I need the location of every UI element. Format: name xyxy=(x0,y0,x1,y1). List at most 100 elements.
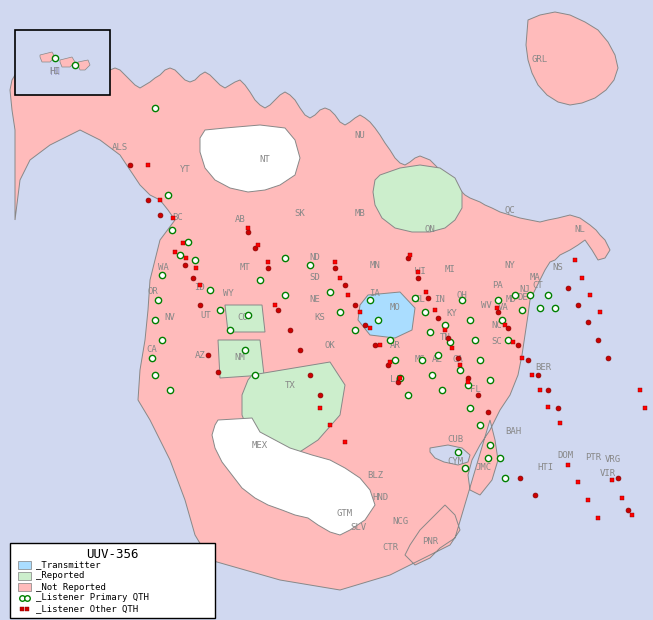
Polygon shape xyxy=(10,62,610,590)
Text: GRL: GRL xyxy=(532,56,548,64)
Text: OK: OK xyxy=(325,340,336,350)
Text: CA: CA xyxy=(147,345,157,355)
Text: IN: IN xyxy=(435,296,445,304)
Text: NJ: NJ xyxy=(520,285,530,294)
Text: LA: LA xyxy=(390,376,400,384)
Text: MS: MS xyxy=(415,355,425,365)
Text: YT: YT xyxy=(180,166,191,174)
Text: ALS: ALS xyxy=(112,143,128,153)
Text: BLZ: BLZ xyxy=(367,471,383,479)
Text: MN: MN xyxy=(370,260,381,270)
Polygon shape xyxy=(60,57,75,67)
Text: SD: SD xyxy=(310,273,321,283)
Polygon shape xyxy=(430,445,470,465)
Text: NV: NV xyxy=(165,314,176,322)
Text: PA: PA xyxy=(492,280,503,290)
Text: PTR: PTR xyxy=(585,453,601,463)
Polygon shape xyxy=(225,305,265,332)
Text: ON: ON xyxy=(424,226,436,234)
Text: _Transmitter: _Transmitter xyxy=(36,560,101,570)
Polygon shape xyxy=(526,12,618,105)
Text: WI: WI xyxy=(415,267,425,277)
Text: BER: BER xyxy=(535,363,551,373)
Text: CYM: CYM xyxy=(447,458,463,466)
Text: SC: SC xyxy=(492,337,502,347)
Text: MT: MT xyxy=(240,262,250,272)
Polygon shape xyxy=(242,362,345,455)
Text: MEX: MEX xyxy=(252,440,268,450)
Text: HI: HI xyxy=(50,68,60,76)
Text: _Listener Other QTH: _Listener Other QTH xyxy=(36,604,138,614)
Polygon shape xyxy=(218,340,264,378)
Text: MD: MD xyxy=(505,296,517,304)
Text: KS: KS xyxy=(315,314,325,322)
Text: NL: NL xyxy=(575,226,585,234)
Text: NE: NE xyxy=(310,296,321,304)
Text: DE: DE xyxy=(518,293,528,303)
Text: NS: NS xyxy=(552,264,564,273)
Polygon shape xyxy=(40,52,55,62)
Text: MI: MI xyxy=(445,265,455,275)
Text: VA: VA xyxy=(498,304,509,312)
Text: GTM: GTM xyxy=(337,508,353,518)
Text: UUV-356: UUV-356 xyxy=(86,549,138,562)
Text: _Reported: _Reported xyxy=(36,572,84,580)
Text: SK: SK xyxy=(295,208,306,218)
Text: NU: NU xyxy=(355,130,366,140)
Bar xyxy=(18,572,31,580)
Text: TX: TX xyxy=(285,381,295,389)
Polygon shape xyxy=(212,418,375,535)
Polygon shape xyxy=(200,125,300,192)
Text: VIR: VIR xyxy=(600,469,616,477)
Text: CTR: CTR xyxy=(382,544,398,552)
Text: NC: NC xyxy=(492,321,502,329)
Text: GA: GA xyxy=(453,355,464,365)
Text: JMC: JMC xyxy=(476,463,492,471)
Text: WA: WA xyxy=(157,264,168,273)
Text: _Listener Primary QTH: _Listener Primary QTH xyxy=(36,593,149,603)
Text: HND: HND xyxy=(372,494,388,502)
Bar xyxy=(10,543,215,618)
Text: HI: HI xyxy=(50,67,60,77)
Text: ND: ND xyxy=(310,254,321,262)
Text: ID: ID xyxy=(195,283,206,293)
Text: FL: FL xyxy=(470,386,481,394)
Text: TN: TN xyxy=(439,334,451,342)
Text: IA: IA xyxy=(370,288,381,298)
Text: OH: OH xyxy=(456,291,468,299)
Text: OR: OR xyxy=(148,286,159,296)
Text: UT: UT xyxy=(200,311,212,319)
Text: MB: MB xyxy=(355,208,366,218)
Text: CT: CT xyxy=(533,280,543,290)
Text: CO: CO xyxy=(238,314,248,322)
Text: AR: AR xyxy=(390,340,400,350)
Text: NT: NT xyxy=(260,156,270,164)
Text: MO: MO xyxy=(390,304,400,312)
Text: WY: WY xyxy=(223,288,233,298)
Bar xyxy=(18,583,31,591)
Text: _Not Reported: _Not Reported xyxy=(36,583,106,591)
Text: AL: AL xyxy=(432,355,442,365)
Text: WV: WV xyxy=(481,301,491,309)
Bar xyxy=(18,561,31,569)
Text: VRG: VRG xyxy=(605,456,621,464)
Text: HTI: HTI xyxy=(537,463,553,471)
Text: SLV: SLV xyxy=(350,523,366,531)
Text: AZ: AZ xyxy=(195,350,206,360)
Text: BC: BC xyxy=(172,213,183,223)
Bar xyxy=(15,30,110,95)
Text: CUB: CUB xyxy=(447,435,463,445)
Text: KY: KY xyxy=(447,309,457,317)
Text: DOM: DOM xyxy=(557,451,573,459)
Text: QC: QC xyxy=(505,205,515,215)
Text: IL: IL xyxy=(415,296,425,304)
Text: NM: NM xyxy=(234,353,246,363)
Text: PNR: PNR xyxy=(422,538,438,546)
Text: BAH: BAH xyxy=(505,428,521,436)
Text: NY: NY xyxy=(505,260,515,270)
Polygon shape xyxy=(373,165,462,232)
Text: AB: AB xyxy=(234,216,246,224)
Text: MA: MA xyxy=(530,273,541,283)
Polygon shape xyxy=(358,292,415,338)
Polygon shape xyxy=(78,60,90,70)
